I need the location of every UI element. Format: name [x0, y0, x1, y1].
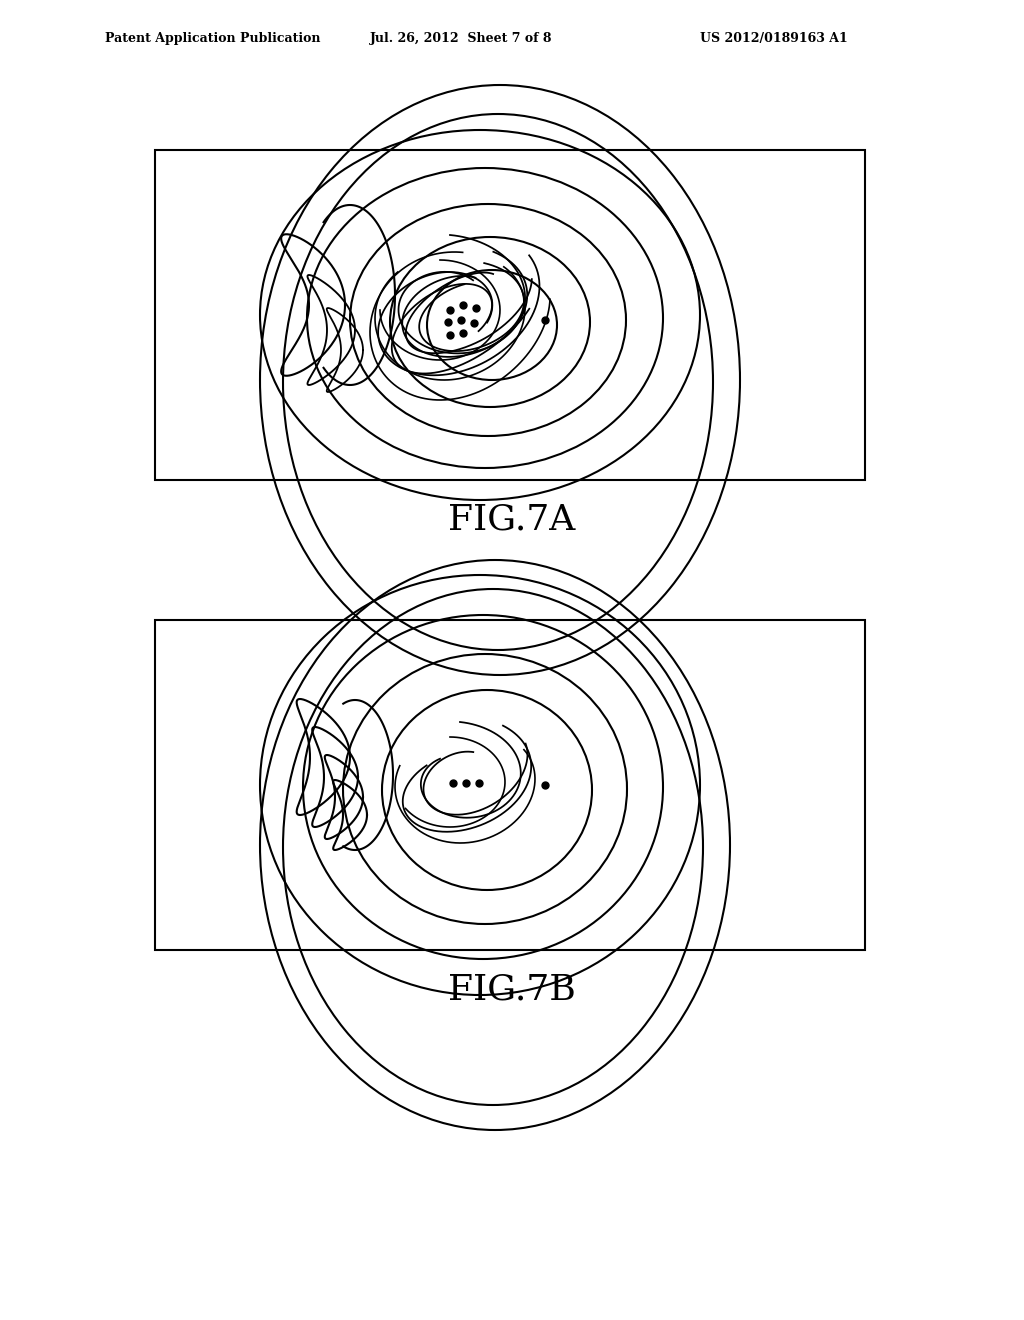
Text: US 2012/0189163 A1: US 2012/0189163 A1 — [700, 32, 848, 45]
Bar — [155, 150, 865, 480]
Bar — [155, 620, 865, 950]
Text: FIG.7A: FIG.7A — [449, 502, 575, 536]
Text: FIG.7B: FIG.7B — [449, 972, 575, 1006]
Text: Jul. 26, 2012  Sheet 7 of 8: Jul. 26, 2012 Sheet 7 of 8 — [370, 32, 553, 45]
Text: Patent Application Publication: Patent Application Publication — [105, 32, 321, 45]
